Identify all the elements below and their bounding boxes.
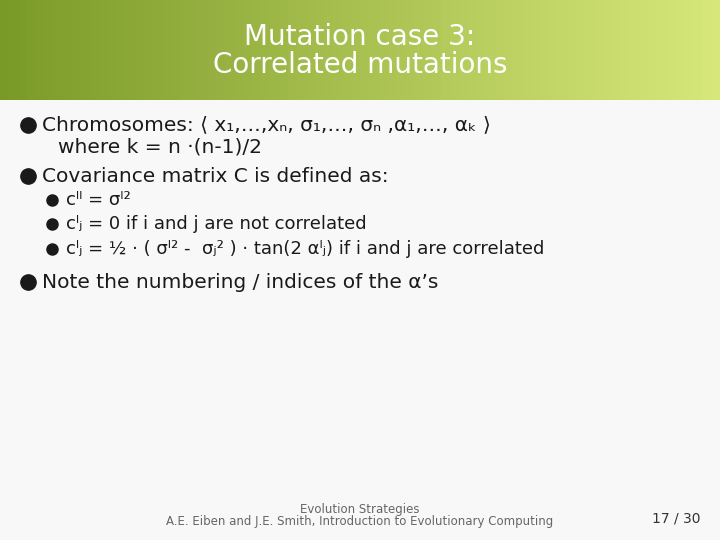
- Polygon shape: [297, 0, 306, 100]
- Polygon shape: [702, 0, 711, 100]
- Text: where k = n ·(n-1)/2: where k = n ·(n-1)/2: [58, 138, 262, 157]
- Polygon shape: [639, 0, 648, 100]
- Text: 17 / 30: 17 / 30: [652, 511, 700, 525]
- Polygon shape: [504, 0, 513, 100]
- Polygon shape: [549, 0, 558, 100]
- Polygon shape: [594, 0, 603, 100]
- Polygon shape: [54, 0, 63, 100]
- Polygon shape: [495, 0, 504, 100]
- Polygon shape: [432, 0, 441, 100]
- Polygon shape: [180, 0, 189, 100]
- Polygon shape: [99, 0, 108, 100]
- Polygon shape: [450, 0, 459, 100]
- Polygon shape: [198, 0, 207, 100]
- Polygon shape: [711, 0, 720, 100]
- Text: cᴵⱼ = ½ · ( σᴵ² -  σⱼ² ) · tan(2 αᴵⱼ) if i and j are correlated: cᴵⱼ = ½ · ( σᴵ² - σⱼ² ) · tan(2 αᴵⱼ) if …: [66, 240, 544, 258]
- Polygon shape: [153, 0, 162, 100]
- Polygon shape: [117, 0, 126, 100]
- Text: Covariance matrix C is defined as:: Covariance matrix C is defined as:: [42, 166, 389, 186]
- Polygon shape: [189, 0, 198, 100]
- Polygon shape: [90, 0, 99, 100]
- Polygon shape: [288, 0, 297, 100]
- Polygon shape: [243, 0, 252, 100]
- Polygon shape: [306, 0, 315, 100]
- Polygon shape: [648, 0, 657, 100]
- Polygon shape: [207, 0, 216, 100]
- Polygon shape: [585, 0, 594, 100]
- Polygon shape: [666, 0, 675, 100]
- Polygon shape: [144, 0, 153, 100]
- Polygon shape: [234, 0, 243, 100]
- Polygon shape: [45, 0, 54, 100]
- Polygon shape: [531, 0, 540, 100]
- Polygon shape: [468, 0, 477, 100]
- Text: Mutation case 3:: Mutation case 3:: [244, 23, 476, 51]
- Polygon shape: [9, 0, 18, 100]
- Polygon shape: [216, 0, 225, 100]
- Polygon shape: [693, 0, 702, 100]
- Polygon shape: [171, 0, 180, 100]
- Polygon shape: [405, 0, 414, 100]
- Text: Chromosomes: ⟨ x₁,…,xₙ, σ₁,…, σₙ ,α₁,…, αₖ ⟩: Chromosomes: ⟨ x₁,…,xₙ, σ₁,…, σₙ ,α₁,…, …: [42, 116, 491, 134]
- Polygon shape: [63, 0, 72, 100]
- Polygon shape: [0, 0, 9, 100]
- Text: cᴵⱼ = 0 if i and j are not correlated: cᴵⱼ = 0 if i and j are not correlated: [66, 215, 366, 233]
- Text: Evolution Strategies: Evolution Strategies: [300, 503, 420, 516]
- Polygon shape: [567, 0, 576, 100]
- Polygon shape: [36, 0, 45, 100]
- Polygon shape: [315, 0, 324, 100]
- Polygon shape: [27, 0, 36, 100]
- Polygon shape: [369, 0, 378, 100]
- Text: A.E. Eiben and J.E. Smith, Introduction to Evolutionary Computing: A.E. Eiben and J.E. Smith, Introduction …: [166, 516, 554, 529]
- Polygon shape: [324, 0, 333, 100]
- Polygon shape: [621, 0, 630, 100]
- Polygon shape: [279, 0, 288, 100]
- Polygon shape: [72, 0, 81, 100]
- Polygon shape: [423, 0, 432, 100]
- Polygon shape: [126, 0, 135, 100]
- Polygon shape: [342, 0, 351, 100]
- Polygon shape: [513, 0, 522, 100]
- Text: Correlated mutations: Correlated mutations: [212, 51, 508, 79]
- Polygon shape: [477, 0, 486, 100]
- Polygon shape: [378, 0, 387, 100]
- Polygon shape: [486, 0, 495, 100]
- Polygon shape: [387, 0, 396, 100]
- Polygon shape: [162, 0, 171, 100]
- Polygon shape: [441, 0, 450, 100]
- Text: cᴵᴵ = σᴵ²: cᴵᴵ = σᴵ²: [66, 191, 131, 209]
- Polygon shape: [576, 0, 585, 100]
- Polygon shape: [684, 0, 693, 100]
- Polygon shape: [81, 0, 90, 100]
- Polygon shape: [675, 0, 684, 100]
- Polygon shape: [108, 0, 117, 100]
- Polygon shape: [414, 0, 423, 100]
- Polygon shape: [612, 0, 621, 100]
- Polygon shape: [630, 0, 639, 100]
- Text: Note the numbering / indices of the α’s: Note the numbering / indices of the α’s: [42, 273, 438, 292]
- Polygon shape: [657, 0, 666, 100]
- Polygon shape: [459, 0, 468, 100]
- Polygon shape: [351, 0, 360, 100]
- Polygon shape: [522, 0, 531, 100]
- Polygon shape: [558, 0, 567, 100]
- Polygon shape: [540, 0, 549, 100]
- Polygon shape: [225, 0, 234, 100]
- Polygon shape: [360, 0, 369, 100]
- Polygon shape: [252, 0, 261, 100]
- Polygon shape: [396, 0, 405, 100]
- Polygon shape: [603, 0, 612, 100]
- Polygon shape: [18, 0, 27, 100]
- Polygon shape: [270, 0, 279, 100]
- Polygon shape: [135, 0, 144, 100]
- Polygon shape: [261, 0, 270, 100]
- Polygon shape: [333, 0, 342, 100]
